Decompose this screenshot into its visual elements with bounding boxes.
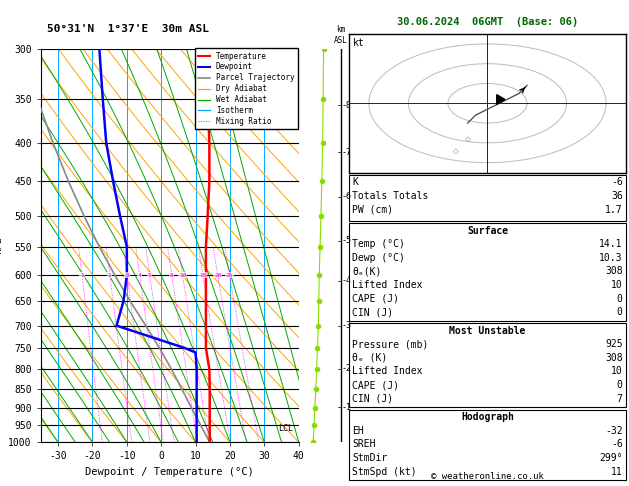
Text: CAPE (J): CAPE (J): [352, 294, 399, 304]
Text: ◇: ◇: [453, 146, 459, 156]
Text: EH: EH: [352, 426, 364, 436]
Text: -5: -5: [342, 236, 351, 245]
Legend: Temperature, Dewpoint, Parcel Trajectory, Dry Adiabat, Wet Adiabat, Isotherm, Mi: Temperature, Dewpoint, Parcel Trajectory…: [195, 49, 298, 129]
Text: CIN (J): CIN (J): [352, 394, 393, 404]
Text: 308: 308: [605, 266, 623, 277]
Text: 3: 3: [125, 273, 129, 278]
Text: Dewp (°C): Dewp (°C): [352, 253, 405, 263]
Text: 0: 0: [617, 380, 623, 390]
Text: Temp (°C): Temp (°C): [352, 239, 405, 249]
Text: 50°31'N  1°37'E  30m ASL: 50°31'N 1°37'E 30m ASL: [47, 24, 209, 34]
Text: 925: 925: [605, 339, 623, 349]
Text: 36: 36: [611, 191, 623, 201]
Text: PW (cm): PW (cm): [352, 205, 393, 215]
Text: 10.3: 10.3: [599, 253, 623, 263]
Text: SREH: SREH: [352, 439, 376, 450]
Text: -2: -2: [342, 364, 351, 373]
Text: 25: 25: [226, 273, 233, 278]
Text: kt: kt: [353, 38, 365, 48]
Text: 4: 4: [138, 273, 142, 278]
Text: ◇: ◇: [465, 134, 470, 144]
Text: 1.7: 1.7: [605, 205, 623, 215]
Text: -1: -1: [342, 403, 351, 412]
Text: -7: -7: [342, 148, 351, 157]
Text: Hodograph: Hodograph: [461, 412, 514, 422]
Text: LCL: LCL: [279, 424, 294, 433]
Text: 1: 1: [80, 273, 84, 278]
Text: CIN (J): CIN (J): [352, 307, 393, 317]
Text: 2: 2: [108, 273, 112, 278]
Text: 30.06.2024  06GMT  (Base: 06): 30.06.2024 06GMT (Base: 06): [397, 17, 578, 27]
Text: StmSpd (kt): StmSpd (kt): [352, 467, 417, 477]
Text: 20: 20: [214, 273, 221, 278]
Text: Totals Totals: Totals Totals: [352, 191, 428, 201]
Text: -3: -3: [342, 321, 351, 330]
Text: 11: 11: [611, 467, 623, 477]
Text: StmDir: StmDir: [352, 453, 387, 463]
Text: -6: -6: [611, 439, 623, 450]
Text: 0: 0: [617, 294, 623, 304]
Text: 308: 308: [605, 353, 623, 363]
X-axis label: Dewpoint / Temperature (°C): Dewpoint / Temperature (°C): [86, 467, 254, 477]
Text: Surface: Surface: [467, 226, 508, 236]
Text: © weatheronline.co.uk: © weatheronline.co.uk: [431, 472, 544, 481]
Text: Pressure (mb): Pressure (mb): [352, 339, 428, 349]
Text: 7: 7: [617, 394, 623, 404]
Text: 8: 8: [170, 273, 174, 278]
Text: km
ASL: km ASL: [334, 25, 348, 45]
Text: -32: -32: [605, 426, 623, 436]
Text: 10: 10: [179, 273, 186, 278]
Text: θₑ (K): θₑ (K): [352, 353, 387, 363]
Text: 10: 10: [611, 280, 623, 290]
Text: K: K: [352, 177, 358, 188]
Text: -8: -8: [342, 101, 351, 110]
Text: Most Unstable: Most Unstable: [449, 326, 526, 336]
Text: 14.1: 14.1: [599, 239, 623, 249]
Text: CAPE (J): CAPE (J): [352, 380, 399, 390]
Text: 10: 10: [611, 366, 623, 377]
Text: 0: 0: [617, 307, 623, 317]
Text: 15: 15: [199, 273, 207, 278]
Text: θₑ(K): θₑ(K): [352, 266, 382, 277]
Text: -6: -6: [342, 192, 351, 201]
Text: Lifted Index: Lifted Index: [352, 280, 423, 290]
Text: Lifted Index: Lifted Index: [352, 366, 423, 377]
Text: -4: -4: [342, 276, 351, 285]
Text: 299°: 299°: [599, 453, 623, 463]
Text: -6: -6: [611, 177, 623, 188]
Text: 5: 5: [148, 273, 152, 278]
Y-axis label: hPa: hPa: [0, 237, 3, 254]
